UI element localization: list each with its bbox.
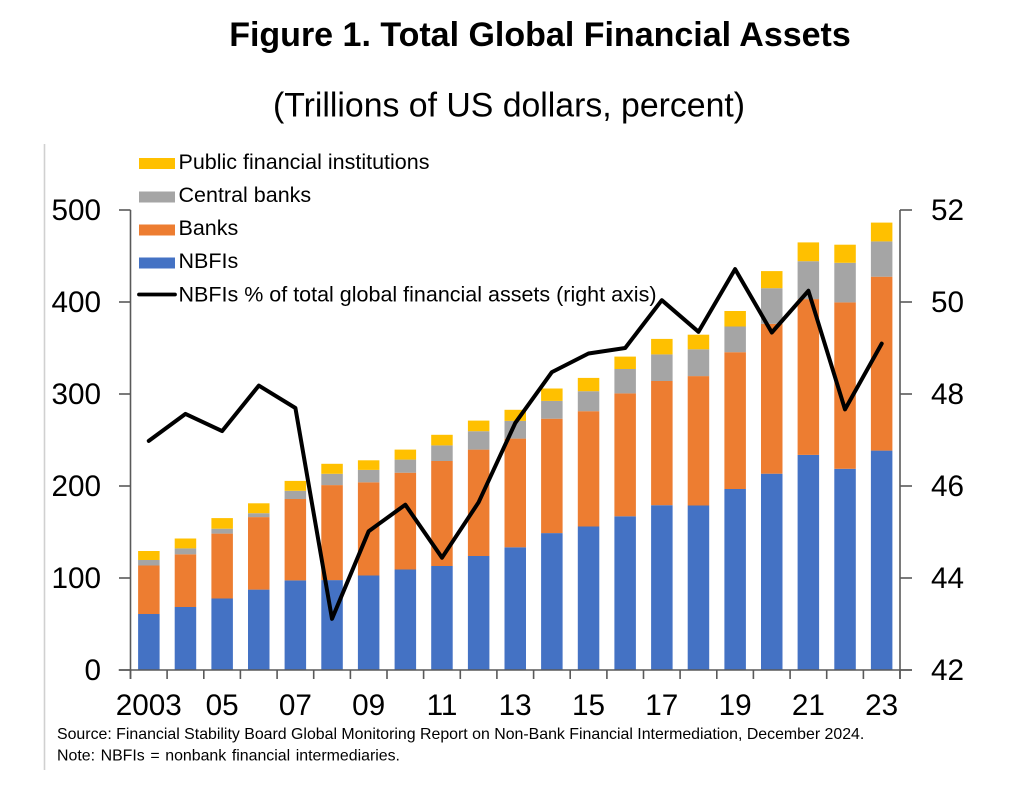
svg-text:400: 400: [51, 286, 101, 319]
svg-text:11: 11: [427, 689, 458, 722]
svg-text:21: 21: [792, 689, 825, 722]
svg-text:(Trillions of US dollars, perc: (Trillions of US dollars, percent): [273, 87, 745, 125]
svg-text:44: 44: [931, 562, 964, 595]
svg-text:50: 50: [931, 286, 964, 319]
svg-text:Source: Financial Stability Bo: Source: Financial Stability Board Global…: [57, 726, 864, 743]
svg-text:09: 09: [352, 689, 385, 722]
svg-text:17: 17: [645, 689, 678, 722]
svg-text:Note: NBFIs = nonbank financia: Note: NBFIs = nonbank financial intermed…: [57, 748, 400, 765]
svg-text:100: 100: [51, 562, 101, 595]
svg-text:Figure 1. Total Global Financi: Figure 1. Total Global Financial Assets: [229, 16, 851, 54]
svg-text:23: 23: [865, 689, 898, 722]
svg-text:200: 200: [51, 470, 101, 503]
svg-text:13: 13: [499, 689, 532, 722]
svg-text:05: 05: [206, 689, 239, 722]
svg-text:0: 0: [84, 654, 101, 687]
svg-text:52: 52: [931, 194, 964, 227]
svg-text:300: 300: [51, 378, 101, 411]
svg-text:NBFIs: NBFIs: [179, 249, 239, 273]
svg-text:Banks: Banks: [179, 216, 239, 240]
svg-text:46: 46: [931, 470, 964, 503]
svg-text:500: 500: [51, 194, 101, 227]
svg-text:15: 15: [572, 689, 605, 722]
svg-text:NBFIs % of total global financ: NBFIs % of total global financial assets…: [179, 282, 657, 306]
svg-text:42: 42: [931, 654, 964, 687]
svg-text:Public financial institutions: Public financial institutions: [179, 150, 430, 174]
svg-text:2003: 2003: [116, 689, 182, 722]
svg-text:Central banks: Central banks: [179, 183, 312, 207]
svg-text:07: 07: [279, 689, 312, 722]
svg-text:19: 19: [719, 689, 752, 722]
svg-text:48: 48: [931, 378, 964, 411]
